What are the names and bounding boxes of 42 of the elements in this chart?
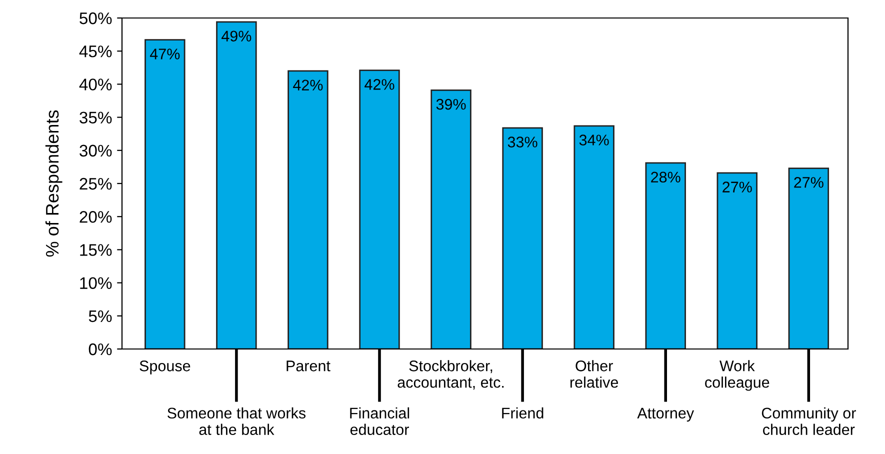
x-tick-label: Friend bbox=[502, 407, 544, 419]
x-tick-label: Community or church leader bbox=[762, 407, 856, 436]
data-label: 34% bbox=[579, 134, 609, 146]
data-label: 27% bbox=[794, 177, 824, 188]
x-tick-label: Attorney bbox=[637, 408, 694, 422]
y-tick-label: 20% bbox=[80, 211, 112, 223]
data-label: 47% bbox=[150, 48, 180, 60]
y-tick-label: 0% bbox=[88, 343, 112, 356]
bar bbox=[502, 127, 543, 349]
bar bbox=[788, 168, 830, 349]
bar bbox=[430, 89, 472, 349]
y-tick-label: 45% bbox=[79, 46, 112, 58]
bar bbox=[288, 70, 328, 349]
bar bbox=[144, 39, 186, 349]
bar bbox=[645, 162, 686, 349]
data-label: 42% bbox=[364, 79, 394, 90]
y-tick-label: 35% bbox=[80, 112, 112, 124]
x-tick-label: Financial educator bbox=[350, 407, 410, 436]
y-tick-label: 40% bbox=[79, 78, 112, 90]
bar bbox=[359, 70, 400, 349]
y-tick-label: 25% bbox=[80, 178, 112, 190]
data-label: 39% bbox=[436, 98, 466, 110]
y-tick-label: 15% bbox=[80, 244, 112, 256]
bar bbox=[216, 21, 257, 349]
x-tick-label: Someone that works at the bank bbox=[168, 407, 306, 436]
y-tick-label: 30% bbox=[80, 144, 112, 157]
x-tick-label: Other relative bbox=[570, 360, 618, 388]
data-label: 28% bbox=[651, 172, 680, 183]
bar bbox=[716, 172, 758, 349]
x-tick-label: Work colleague bbox=[705, 360, 770, 391]
x-tick-label: Stockbroker, accountant, etc. bbox=[398, 360, 504, 390]
x-tick-label: Spouse bbox=[140, 360, 190, 374]
data-label: 49% bbox=[222, 30, 252, 42]
y-tick-label: 50% bbox=[80, 12, 112, 24]
y-tick-label: 5% bbox=[88, 310, 112, 322]
bar bbox=[574, 125, 614, 349]
data-label: 42% bbox=[293, 80, 323, 90]
y-tick-label: 10% bbox=[80, 277, 112, 290]
data-label: 33% bbox=[508, 136, 538, 148]
data-label: 27% bbox=[722, 182, 752, 192]
y-axis-title: % of Respondents bbox=[45, 110, 62, 257]
x-tick-label: Parent bbox=[286, 360, 330, 372]
